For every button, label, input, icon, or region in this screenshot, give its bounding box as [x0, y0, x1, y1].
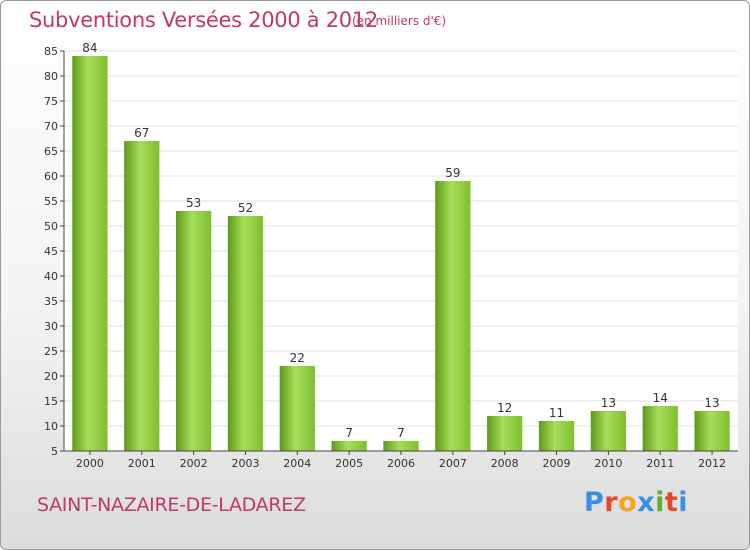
value-label: 52 — [238, 201, 253, 215]
value-label: 7 — [345, 426, 353, 440]
value-label: 22 — [290, 351, 305, 365]
bar-2009[interactable] — [538, 421, 575, 451]
y-tick-label: 20 — [44, 370, 58, 383]
value-label: 59 — [445, 166, 460, 180]
x-tick-label: 2011 — [646, 457, 674, 470]
bar-2003[interactable] — [227, 216, 264, 451]
bar-2007[interactable] — [435, 181, 471, 451]
x-tick-label: 2005 — [335, 457, 363, 470]
logo-letter: P — [584, 487, 605, 518]
x-tick-label: 2000 — [76, 457, 104, 470]
y-tick-label: 40 — [44, 270, 58, 283]
bar-2010[interactable] — [590, 411, 627, 451]
bars-group — [72, 56, 730, 451]
y-tick-label: 85 — [44, 45, 58, 58]
x-tick-label: 2009 — [543, 457, 571, 470]
logo-letter: t — [664, 487, 679, 518]
value-label: 11 — [549, 406, 564, 420]
proxiti-logo[interactable]: Proxiti — [584, 487, 688, 518]
bar-2002[interactable] — [175, 211, 212, 451]
value-label: 13 — [601, 396, 616, 410]
y-tick-label: 70 — [44, 120, 58, 133]
y-tick-label: 75 — [44, 95, 58, 108]
value-labels: 84 67 53 52 22 7 7 59 12 11 13 14 13 — [82, 41, 719, 440]
value-label: 7 — [397, 426, 405, 440]
value-label: 84 — [82, 41, 97, 55]
bar-2005[interactable] — [331, 441, 367, 451]
logo-letter: x — [637, 487, 656, 518]
bar-2006[interactable] — [383, 441, 419, 451]
bar-2008[interactable] — [487, 416, 523, 451]
value-label: 53 — [186, 196, 201, 210]
value-label: 14 — [653, 391, 668, 405]
x-tick-label: 2010 — [594, 457, 622, 470]
x-tick-label: 2012 — [698, 457, 726, 470]
x-tick-label: 2002 — [180, 457, 208, 470]
bar-2012[interactable] — [694, 411, 730, 451]
x-tick-label: 2003 — [231, 457, 259, 470]
x-tick-label: 2006 — [387, 457, 415, 470]
y-tick-label: 25 — [44, 345, 58, 358]
y-tick-label: 50 — [44, 220, 58, 233]
bar-2001[interactable] — [124, 141, 160, 451]
y-tick-label: 55 — [44, 195, 58, 208]
y-tick-label: 60 — [44, 170, 58, 183]
y-tick-label: 30 — [44, 320, 58, 333]
bar-2011[interactable] — [642, 406, 678, 451]
logo-letter: i — [655, 487, 665, 518]
logo-letter: o — [618, 487, 638, 518]
chart-title: Subventions Versées 2000 à 2012 — [29, 8, 378, 32]
bar-2000[interactable] — [72, 56, 108, 451]
y-tick-label: 5 — [51, 445, 58, 458]
commune-name: SAINT-NAZAIRE-DE-LADAREZ — [37, 494, 306, 516]
bar-2004[interactable] — [279, 366, 315, 451]
value-label: 12 — [497, 401, 512, 415]
y-tick-label: 10 — [44, 420, 58, 433]
y-tick-label: 15 — [44, 395, 58, 408]
x-tick-label: 2008 — [491, 457, 519, 470]
y-tick-labels: 5 10 15 20 25 30 35 40 45 50 55 60 65 70 75 80 85 — [44, 45, 64, 458]
chart-subtitle: (en milliers d'€) — [352, 14, 447, 28]
x-tick-label: 2001 — [128, 457, 156, 470]
value-label: 67 — [134, 126, 149, 140]
logo-letter: i — [678, 487, 689, 518]
x-tick-label: 2004 — [283, 457, 311, 470]
y-tick-label: 65 — [44, 145, 58, 158]
x-tick-labels: 2000 2001 2002 2003 2004 2005 2006 2007 2008 2009… — [76, 451, 726, 470]
y-tick-label: 80 — [44, 70, 58, 83]
x-tick-label: 2007 — [439, 457, 467, 470]
logo-letter: r — [604, 487, 619, 518]
value-label: 13 — [704, 396, 719, 410]
y-tick-label: 35 — [44, 295, 58, 308]
y-tick-label: 45 — [44, 245, 58, 258]
